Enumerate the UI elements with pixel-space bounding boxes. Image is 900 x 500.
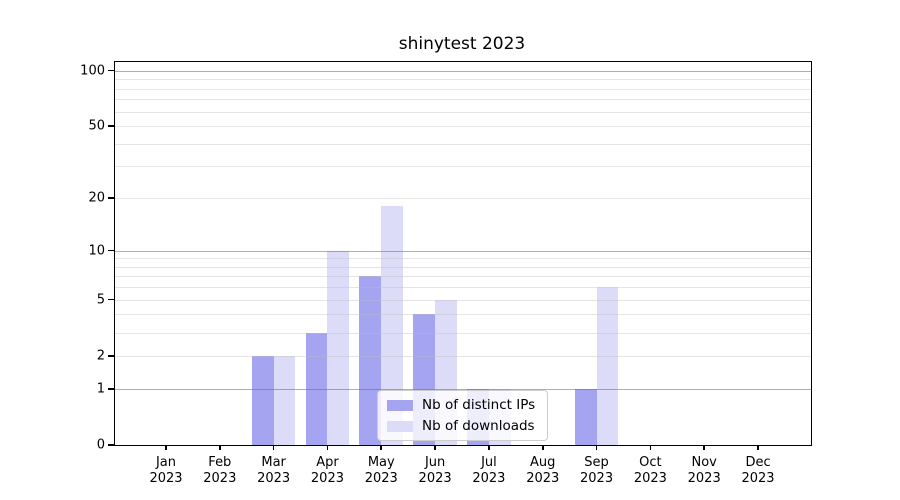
bar-nb-of-distinct-ips-apr <box>305 332 328 445</box>
bar-nb-of-downloads-mar <box>273 355 296 445</box>
legend-swatch-downloads <box>387 420 413 432</box>
bar-nb-of-distinct-ips-sep <box>574 388 597 445</box>
x-tick-may <box>380 445 383 450</box>
y-gridline-minor-90 <box>115 79 811 81</box>
y-gridline-major-1 <box>115 388 811 390</box>
y-gridline-minor-20 <box>115 198 811 200</box>
y-tick-0 <box>108 444 114 446</box>
y-gridline-minor-3 <box>115 332 811 334</box>
legend-item-distinct-ips: Nb of distinct IPs <box>387 397 535 413</box>
x-tick-label-mar: Mar 2023 <box>257 455 291 486</box>
y-gridline-minor-50 <box>115 126 811 128</box>
legend: Nb of distinct IPs Nb of downloads <box>377 390 549 441</box>
x-tick-label-jan: Jan 2023 <box>149 455 183 486</box>
y-gridline-minor-6 <box>115 287 811 289</box>
x-tick-nov <box>703 445 705 450</box>
plot-area: Nb of distinct IPs Nb of downloads 0 1 2 5 1… <box>80 61 812 486</box>
x-tick-jan <box>165 445 167 450</box>
bar-nb-of-downloads-may <box>381 206 404 445</box>
y-tick-2 <box>108 355 114 357</box>
x-tick-label-nov: Nov 2023 <box>687 455 721 486</box>
x-tick-label-dec: Dec 2023 <box>741 455 775 486</box>
x-tick-jul <box>488 445 490 450</box>
x-tick-oct <box>649 445 652 450</box>
y-tick-label-1: 1 <box>96 381 105 397</box>
x-tick-label-sep: Sep 2023 <box>580 455 614 486</box>
x-tick-feb <box>219 445 221 450</box>
y-tick-label-20: 20 <box>88 190 105 206</box>
x-tick-label-aug: Aug 2023 <box>526 455 560 486</box>
x-tick-jun <box>434 445 436 450</box>
x-tick-label-oct: Oct 2023 <box>633 455 667 486</box>
x-tick-sep <box>595 445 598 450</box>
y-gridline-minor-70 <box>115 99 811 101</box>
y-gridline-minor-30 <box>115 166 811 168</box>
y-tick-label-100: 100 <box>80 63 105 79</box>
legend-swatch-distinct-ips <box>387 399 413 411</box>
x-tick-label-jun: Jun 2023 <box>418 455 452 486</box>
y-tick-20 <box>108 197 114 199</box>
y-tick-50 <box>108 125 114 127</box>
x-tick-label-jul: Jul 2023 <box>472 455 506 486</box>
y-gridline-minor-4 <box>115 314 811 316</box>
bar-nb-of-downloads-sep <box>596 287 619 445</box>
y-gridline-minor-80 <box>115 88 811 90</box>
y-tick-label-2: 2 <box>96 348 105 364</box>
y-gridline-minor-5 <box>115 299 811 301</box>
x-tick-label-apr: Apr 2023 <box>310 455 344 486</box>
y-gridline-minor-8 <box>115 266 811 268</box>
y-gridline-minor-2 <box>115 355 811 357</box>
x-tick-aug <box>541 445 544 450</box>
legend-label-downloads: Nb of downloads <box>422 418 535 434</box>
y-gridline-minor-7 <box>115 276 811 278</box>
y-gridline-major-100 <box>115 70 811 72</box>
chart-title: shinytest 2023 <box>398 34 526 54</box>
y-tick-label-0: 0 <box>96 437 105 453</box>
y-tick-10 <box>108 249 114 252</box>
bar-nb-of-distinct-ips-may <box>359 276 382 445</box>
x-tick-mar <box>272 445 275 450</box>
y-tick-1 <box>108 387 114 390</box>
x-tick-apr <box>326 445 329 450</box>
x-tick-label-feb: Feb 2023 <box>203 455 237 486</box>
legend-item-downloads: Nb of downloads <box>387 418 535 434</box>
y-gridline-minor-9 <box>115 258 811 260</box>
bar-nb-of-downloads-apr <box>327 250 350 445</box>
y-tick-label-50: 50 <box>88 118 105 134</box>
y-tick-label-10: 10 <box>88 243 105 259</box>
x-tick-dec <box>757 445 759 450</box>
bar-nb-of-distinct-ips-mar <box>251 355 274 445</box>
y-tick-5 <box>108 298 114 301</box>
legend-label-distinct-ips: Nb of distinct IPs <box>422 397 536 413</box>
y-tick-label-5: 5 <box>96 292 105 308</box>
y-gridline-minor-60 <box>115 111 811 113</box>
y-gridline-minor-40 <box>115 143 811 145</box>
y-tick-100 <box>108 69 114 72</box>
x-tick-label-may: May 2023 <box>364 455 398 486</box>
y-gridline-major-10 <box>115 250 811 252</box>
